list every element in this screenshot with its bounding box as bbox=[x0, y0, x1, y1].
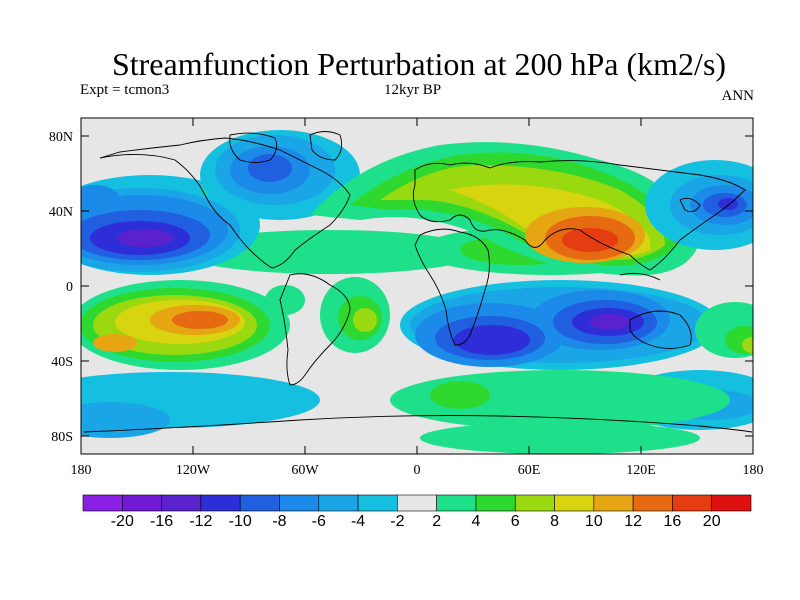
colorbar-swatch bbox=[318, 494, 359, 512]
lon-label: 60W bbox=[291, 463, 319, 478]
coastlines bbox=[83, 131, 753, 433]
colorbar-swatch bbox=[121, 494, 162, 512]
northwest-pacific-low bbox=[645, 160, 753, 250]
lat-label: 0 bbox=[66, 280, 73, 295]
colorbar-swatch bbox=[436, 494, 477, 512]
colorbar-label: 16 bbox=[664, 513, 682, 530]
lon-label: 0 bbox=[414, 463, 421, 478]
colorbar-swatch bbox=[239, 494, 280, 512]
colorbar-label: 12 bbox=[624, 513, 642, 530]
lon-label: 120W bbox=[176, 463, 211, 478]
colorbar-label: -4 bbox=[351, 513, 365, 530]
period-label: 12kyr BP bbox=[384, 82, 442, 98]
colorbar-swatch bbox=[161, 494, 202, 512]
colorbar: -20 -16 -12 -10 -8 -6 -4 -2 2 4 6 8 10 12 16 20 bbox=[82, 494, 752, 530]
antarctic-positive-band bbox=[390, 370, 730, 454]
colorbar-label: -6 bbox=[312, 513, 326, 530]
eurasian-high bbox=[310, 142, 700, 276]
colorbar-swatch bbox=[82, 494, 123, 512]
colorbar-label: -10 bbox=[229, 513, 252, 530]
north-america-low bbox=[200, 130, 360, 220]
colorbar-label: -20 bbox=[111, 513, 134, 530]
colorbar-label: -16 bbox=[150, 513, 173, 530]
colorbar-swatch bbox=[672, 494, 713, 512]
colorbar-label: 20 bbox=[703, 513, 721, 530]
colorbar-label: 8 bbox=[550, 513, 559, 530]
lat-label: 80N bbox=[49, 130, 73, 145]
experiment-label: Expt = tcmon3 bbox=[80, 82, 170, 98]
australia-high bbox=[695, 302, 753, 358]
colorbar-label: 2 bbox=[432, 513, 441, 530]
longitude-axis: 180 120W 60W 0 60E 120E 180 bbox=[71, 118, 764, 478]
colorbar-label: -2 bbox=[390, 513, 404, 530]
latitude-axis: 80N 40N 0 40S 80S bbox=[49, 130, 753, 445]
south-pacific-high bbox=[81, 280, 290, 370]
colorbar-swatch bbox=[475, 494, 516, 512]
east-pacific-low bbox=[81, 185, 120, 215]
south-america-high bbox=[320, 277, 390, 353]
southern-indian-lows bbox=[400, 280, 720, 370]
colorbar-swatch bbox=[632, 494, 673, 512]
colorbar-swatch bbox=[554, 494, 595, 512]
colorbar-swatch bbox=[357, 494, 398, 512]
colorbar-swatch bbox=[711, 494, 752, 512]
lon-label: 60E bbox=[518, 463, 541, 478]
lat-label: 40N bbox=[49, 205, 73, 220]
colorbar-label: -8 bbox=[272, 513, 286, 530]
lat-label: 80S bbox=[51, 430, 73, 445]
lon-label: 120E bbox=[626, 463, 656, 478]
lon-label: 180 bbox=[743, 463, 764, 478]
colorbar-swatch bbox=[593, 494, 634, 512]
colorbar-swatch bbox=[200, 494, 241, 512]
colorbar-label: 10 bbox=[585, 513, 603, 530]
colorbar-label: 4 bbox=[471, 513, 480, 530]
lon-label: 180 bbox=[71, 463, 92, 478]
contour-field bbox=[81, 118, 753, 454]
season-label: ANN bbox=[721, 88, 755, 104]
map-title: Streamfunction Perturbation at 200 hPa (… bbox=[111, 46, 727, 82]
colorbar-label: -12 bbox=[189, 513, 212, 530]
colorbar-swatch bbox=[279, 494, 320, 512]
colorbar-label: 6 bbox=[511, 513, 520, 530]
colorbar-swatch bbox=[397, 494, 437, 512]
lat-label: 40S bbox=[51, 355, 73, 370]
colorbar-swatch bbox=[514, 494, 555, 512]
